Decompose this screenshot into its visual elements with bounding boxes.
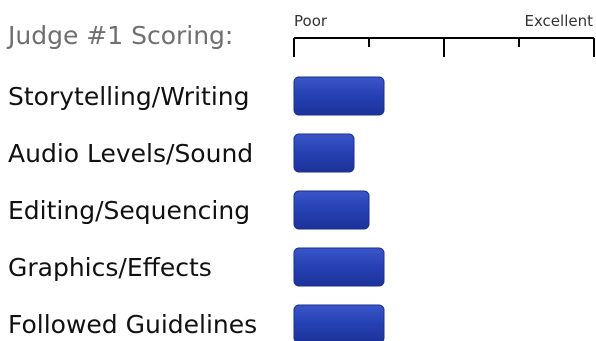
category-label: Storytelling/Writing (8, 82, 249, 111)
scale-ticks (293, 38, 595, 57)
scale-max-label: Excellent (524, 12, 593, 30)
bar (293, 133, 355, 173)
category-labels: Storytelling/Writing Audio Levels/Sound Ed… (8, 82, 257, 339)
chart-title: Judge #1 Scoring: (6, 21, 233, 50)
bar (293, 76, 385, 116)
bar (293, 247, 385, 287)
category-label: Graphics/Effects (8, 253, 212, 282)
bar (293, 304, 385, 341)
category-label: Editing/Sequencing (8, 196, 250, 225)
scale-min-label: Poor (294, 12, 328, 30)
category-label: Audio Levels/Sound (8, 139, 253, 168)
bar (293, 190, 370, 230)
category-label: Followed Guidelines (8, 310, 257, 339)
bars-group (293, 76, 385, 341)
